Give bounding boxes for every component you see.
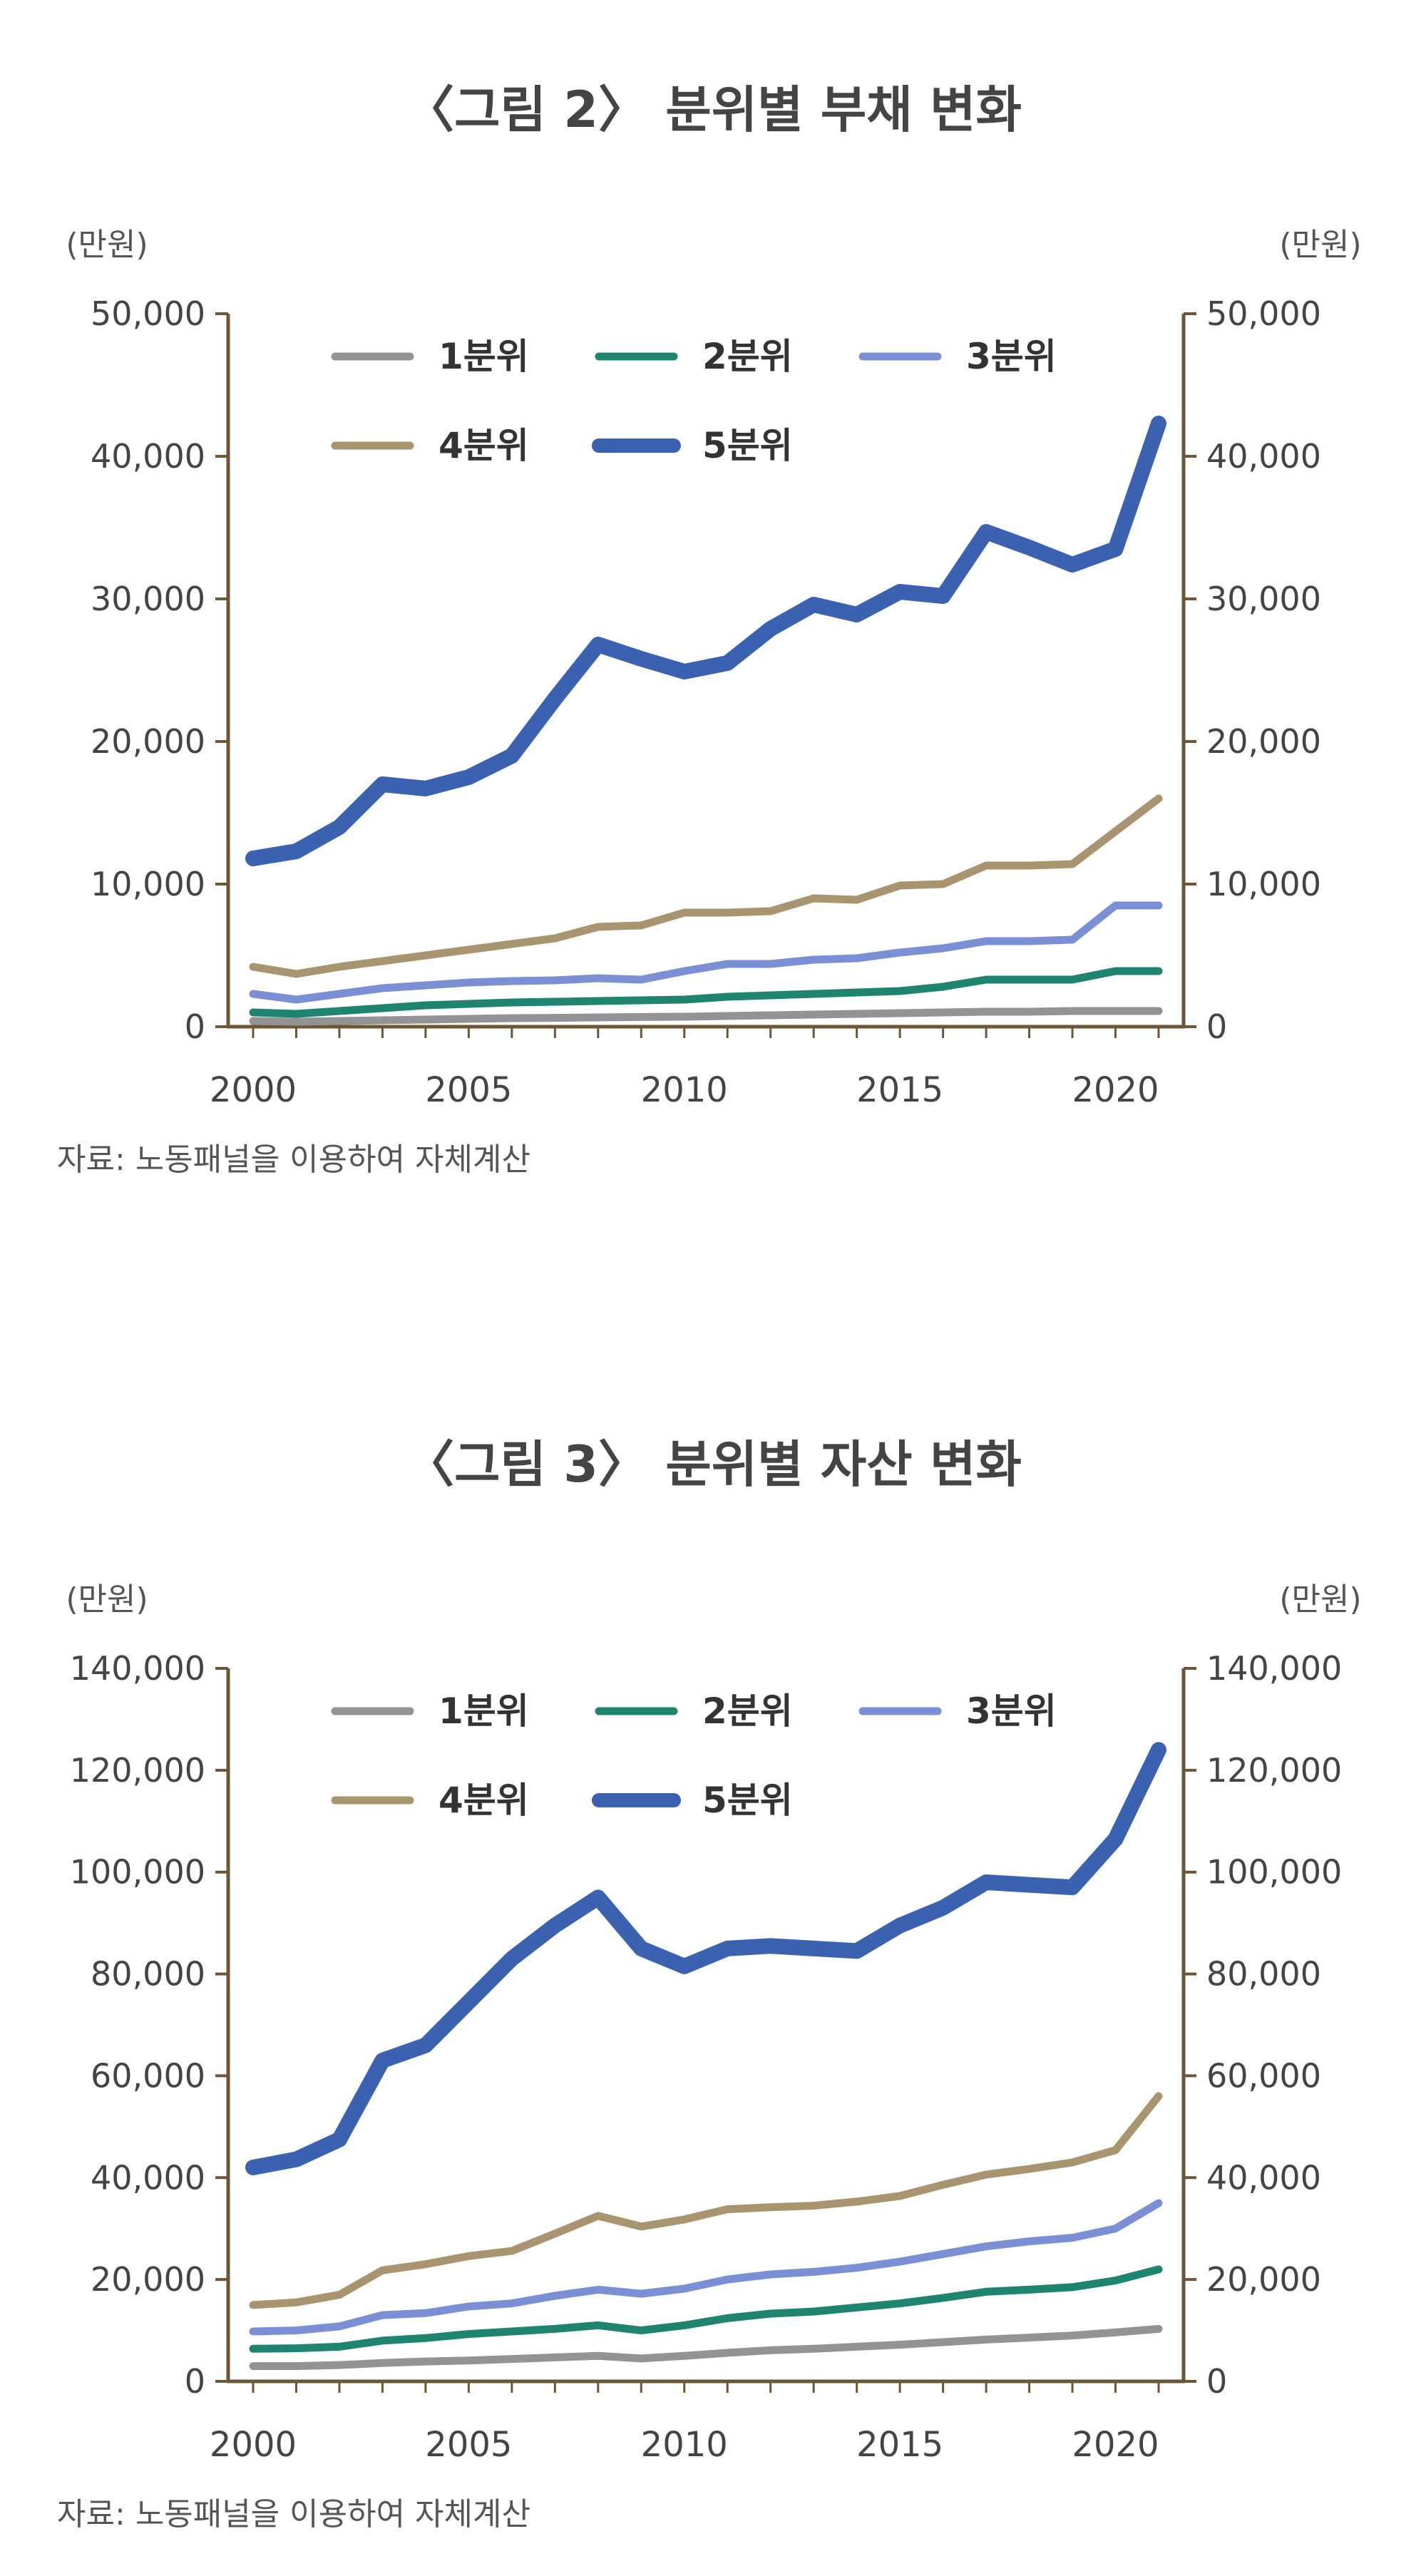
source-note: 자료: 노동패널을 이용하여 자체계산 <box>57 1141 530 1178</box>
legend-item-2: 2분위 <box>595 336 793 377</box>
x-tick-label: 2020 <box>1072 2425 1159 2465</box>
figure-title: 〈그림 3〉 분위별 자산 변화 <box>404 1435 1022 1494</box>
left-unit-label: (만원) <box>66 227 148 263</box>
y-tick-label-right: 40,000 <box>1206 2158 1321 2197</box>
legend-label: 3분위 <box>966 1690 1057 1732</box>
y-tick-label-right: 80,000 <box>1206 1955 1321 1993</box>
y-tick-label-right: 40,000 <box>1206 437 1321 476</box>
y-tick-label-left: 140,000 <box>70 1649 205 1688</box>
y-tick-label-right: 20,000 <box>1206 2260 1321 2299</box>
legend-item-1: 1분위 <box>331 336 529 377</box>
legend-label: 4분위 <box>438 1780 529 1821</box>
x-tick-label: 2015 <box>856 1070 943 1110</box>
x-tick-label: 2000 <box>210 2425 297 2465</box>
y-tick-label-left: 60,000 <box>91 2056 205 2095</box>
series-line-1 <box>249 2324 1163 2371</box>
legend-item-4: 4분위 <box>331 1780 529 1821</box>
x-tick-label: 2020 <box>1072 1070 1159 1110</box>
legend-label: 1분위 <box>438 1690 529 1732</box>
figure-3-asset-change: 〈그림 3〉 분위별 자산 변화 (만원) (만원) 0 0 20,000 20,00… <box>0 1355 1426 2567</box>
legend-item-4: 4분위 <box>331 425 529 466</box>
y-tick-label-right: 20,000 <box>1206 722 1321 761</box>
series-line-3 <box>249 2199 1163 2336</box>
y-tick-label-left: 40,000 <box>91 437 205 476</box>
series-line-5 <box>245 416 1166 866</box>
legend-label: 2분위 <box>702 1690 793 1732</box>
legend-item-2: 2분위 <box>595 1690 793 1732</box>
legend-label: 5분위 <box>702 1780 793 1821</box>
legend-item-5: 5분위 <box>592 425 793 466</box>
y-tick-label-right: 100,000 <box>1206 1853 1342 1892</box>
right-unit-label: (만원) <box>1279 1581 1361 1618</box>
y-tick-label-right: 60,000 <box>1206 2056 1321 2095</box>
y-tick-label-left: 10,000 <box>91 865 205 903</box>
y-tick-label-right: 0 <box>1206 1007 1227 1046</box>
y-tick-label-left: 100,000 <box>70 1853 205 1892</box>
series-line-4 <box>249 794 1163 978</box>
debt-line-chart: (만원) (만원) 0 0 10,000 10,000 20,000 20,000 30,0… <box>66 227 1361 1110</box>
y-tick-label-right: 120,000 <box>1206 1751 1342 1790</box>
series-line-3 <box>249 901 1163 1004</box>
legend-item-5: 5분위 <box>592 1780 793 1821</box>
figure-2-debt-change: 〈그림 2〉 분위별 부채 변화 (만원) (만원) 0 0 10,000 10,00… <box>0 0 1426 1212</box>
y-tick-label-left: 20,000 <box>91 722 205 761</box>
y-tick-label-left: 0 <box>185 1007 205 1046</box>
asset-line-chart: (만원) (만원) 0 0 20,000 20,000 40,000 40,000 60,0… <box>66 1581 1361 2465</box>
legend-item-1: 1분위 <box>331 1690 529 1732</box>
y-tick-label-left: 30,000 <box>91 580 205 618</box>
y-tick-label-left: 80,000 <box>91 1955 205 1993</box>
y-tick-label-left: 40,000 <box>91 2158 205 2197</box>
right-unit-label: (만원) <box>1279 227 1361 263</box>
legend-label: 1분위 <box>438 336 529 377</box>
y-tick-label-left: 0 <box>185 2362 205 2401</box>
y-tick-label-left: 50,000 <box>91 294 205 333</box>
x-tick-label: 2015 <box>856 2425 943 2465</box>
figure-title: 〈그림 2〉 분위별 부채 변화 <box>404 81 1022 139</box>
y-tick-label-left: 120,000 <box>70 1751 205 1790</box>
left-unit-label: (만원) <box>66 1581 148 1618</box>
y-tick-label-right: 140,000 <box>1206 1649 1342 1688</box>
y-tick-label-left: 20,000 <box>91 2260 205 2299</box>
x-tick-label: 2005 <box>425 1070 512 1110</box>
series-line-2 <box>249 967 1163 1018</box>
y-tick-label-right: 10,000 <box>1206 865 1321 903</box>
series-line-5 <box>245 1742 1166 2175</box>
legend-item-3: 3분위 <box>858 1690 1057 1732</box>
legend-label: 2분위 <box>702 336 793 377</box>
x-tick-label: 2000 <box>210 1070 297 1110</box>
legend-label: 4분위 <box>438 425 529 466</box>
series-line-4 <box>249 2092 1163 2309</box>
y-tick-label-right: 50,000 <box>1206 294 1321 333</box>
y-tick-label-right: 30,000 <box>1206 580 1321 618</box>
series-line-2 <box>249 2265 1163 2353</box>
legend-item-3: 3분위 <box>858 336 1057 377</box>
legend-label: 3분위 <box>966 336 1057 377</box>
x-tick-label: 2010 <box>641 1070 728 1110</box>
source-note: 자료: 노동패널을 이용하여 자체계산 <box>57 2496 530 2533</box>
x-tick-label: 2010 <box>641 2425 728 2465</box>
legend-label: 5분위 <box>702 425 793 466</box>
x-tick-label: 2005 <box>425 2425 512 2465</box>
series-line-1 <box>249 1007 1163 1026</box>
y-tick-label-right: 0 <box>1206 2362 1227 2401</box>
